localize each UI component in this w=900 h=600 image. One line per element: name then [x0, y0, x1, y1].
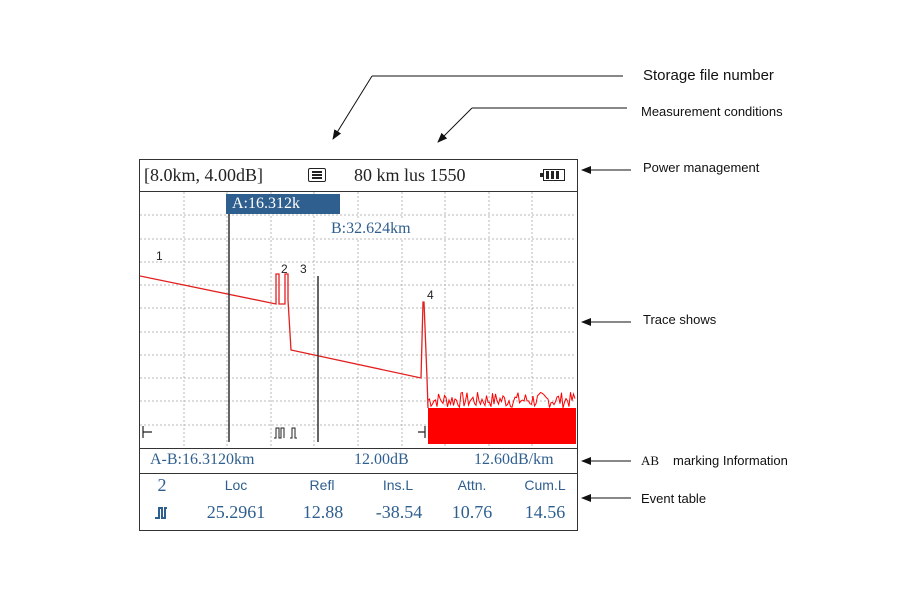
- trace-line: [140, 273, 429, 409]
- col-loc: Loc: [224, 477, 248, 493]
- battery-icon: [540, 169, 565, 181]
- noise-floor: [428, 408, 576, 444]
- scale-range: [8.0km, 4.00dB]: [144, 165, 263, 185]
- start-marker-icon: [142, 426, 152, 438]
- file-list-icon[interactable]: [308, 168, 326, 182]
- event-label-4: 4: [427, 288, 434, 302]
- trace-plot[interactable]: 1 2 3 4: [140, 192, 576, 448]
- event-label-1: 1: [156, 249, 163, 263]
- ab-marking-prefix-label: AB: [641, 453, 660, 468]
- measurement-conditions: 80 km lus 1550: [354, 165, 466, 185]
- event-number[interactable]: 2: [157, 475, 167, 495]
- power-management-label: Power management: [643, 160, 760, 175]
- ab-info-bar: A-B:16.3120km 12.00dB 12.60dB/km: [140, 448, 577, 474]
- reflective-event-marker-icon: [274, 427, 285, 439]
- storage-file-number-label: Storage file number: [643, 67, 774, 84]
- event-table-label: Event table: [641, 491, 707, 506]
- cell-loc: 25.2961: [206, 502, 266, 522]
- event-label-2: 2: [281, 262, 288, 276]
- measurement-conditions-label: Measurement conditions: [641, 104, 783, 119]
- ab-attenuation: 12.60dB/km: [474, 451, 554, 468]
- cell-attn: 10.76: [451, 502, 493, 522]
- status-bar: [8.0km, 4.00dB] 80 km lus 1550: [140, 160, 577, 192]
- event-label-3: 3: [300, 262, 307, 276]
- otdr-screen: [8.0km, 4.00dB] 80 km lus 1550 1 2 3 4 A…: [139, 159, 578, 531]
- cell-insl: -38.54: [375, 502, 423, 522]
- event-table: 2 Loc Refl Ins.L Attn. Cum.L 25.2961 12.…: [140, 474, 577, 532]
- reflective-event-marker-icon: [290, 427, 297, 439]
- ab-marking-information-label: marking Information: [673, 453, 788, 468]
- col-refl: Refl: [309, 477, 335, 493]
- col-attn: Attn.: [457, 477, 487, 493]
- ab-loss: 12.00dB: [354, 451, 409, 468]
- reflective-event-icon: [152, 504, 172, 525]
- cursor-b-readout[interactable]: B:32.624km: [329, 220, 413, 238]
- cell-cuml: 14.56: [524, 502, 566, 522]
- noise-spikes: [427, 391, 576, 409]
- ab-distance: A-B:16.3120km: [150, 451, 255, 468]
- cell-refl: 12.88: [302, 502, 344, 522]
- col-insl: Ins.L: [382, 477, 414, 493]
- end-marker-icon: [418, 426, 426, 438]
- col-cuml: Cum.L: [524, 477, 566, 493]
- trace-grid: [140, 192, 576, 448]
- trace-shows-label: Trace shows: [643, 312, 717, 327]
- cursor-a-readout[interactable]: A:16.312k: [226, 194, 340, 214]
